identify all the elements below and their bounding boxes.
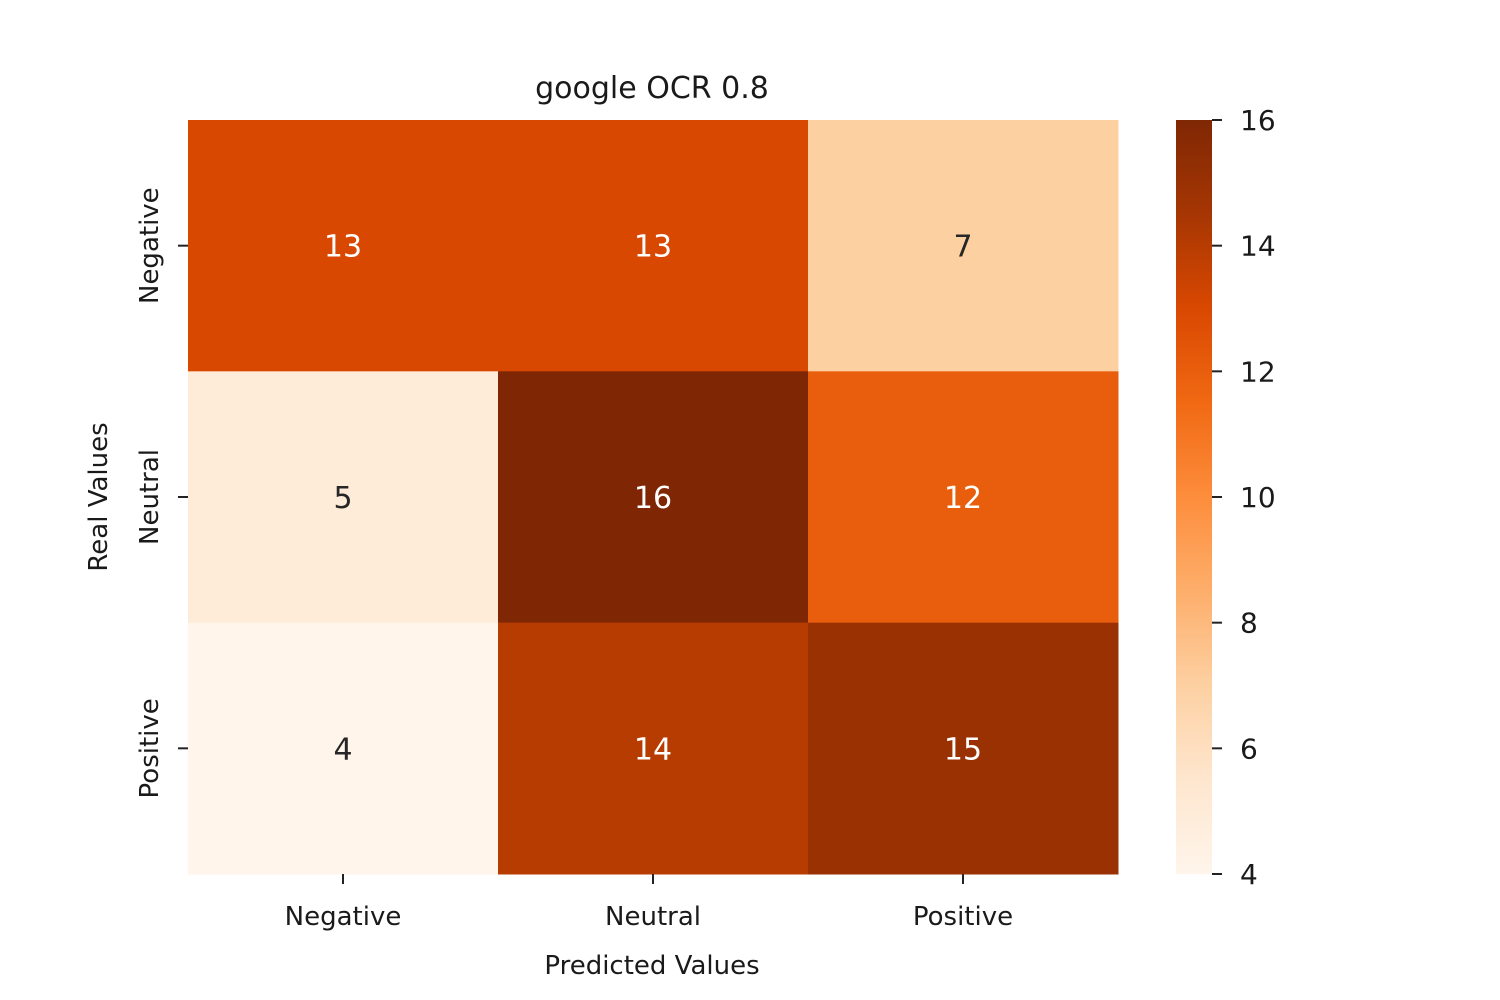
- heatmap-cell: [808, 371, 1119, 624]
- cell-value-label: 12: [944, 481, 982, 516]
- chart-title: google OCR 0.8: [535, 71, 769, 106]
- cell-value-label: 5: [333, 481, 352, 516]
- y-tick-label: Negative: [135, 187, 165, 304]
- colorbar: [1176, 120, 1212, 874]
- cell-value-label: 13: [634, 230, 672, 265]
- axis-ticks: Negative Neutral Positive Negative Neutral Po…: [135, 187, 1013, 932]
- heatmap-cell: [498, 120, 809, 372]
- colorbar-tick-label: 14: [1240, 230, 1276, 263]
- heatmap-cell: [188, 371, 499, 624]
- cell-value-label: 15: [944, 732, 982, 767]
- colorbar-tick-label: 8: [1240, 607, 1258, 640]
- y-tick-label: Neutral: [135, 449, 165, 545]
- colorbar-tick-label: 10: [1240, 481, 1276, 514]
- colorbar-tick-label: 16: [1240, 104, 1276, 137]
- heatmap-cells: 13 13 7 5 16 12 4 14 15: [188, 120, 1119, 875]
- y-axis-label: Real Values: [84, 422, 114, 571]
- heatmap-cell: [808, 622, 1119, 875]
- cell-value-label: 4: [333, 732, 352, 767]
- colorbar-tick-label: 6: [1240, 732, 1258, 765]
- heatmap-cell: [498, 371, 809, 624]
- colorbar-tick-label: 4: [1240, 858, 1258, 891]
- heatmap-cell: [808, 120, 1119, 372]
- heatmap-cell: [188, 120, 499, 372]
- x-axis-label: Predicted Values: [544, 951, 759, 981]
- colorbar-tick-label: 12: [1240, 355, 1276, 388]
- colorbar-ticks: 4 6 8 10 12 14 16: [1212, 104, 1276, 891]
- cell-value-label: 14: [634, 732, 672, 767]
- cell-value-label: 13: [324, 230, 362, 265]
- x-tick-label: Positive: [913, 902, 1013, 932]
- x-tick-label: Negative: [285, 902, 402, 932]
- heatmap-cell: [498, 622, 809, 875]
- y-tick-label: Positive: [135, 698, 165, 798]
- cell-value-label: 16: [634, 481, 672, 516]
- heatmap-cell: [188, 622, 499, 875]
- cell-value-label: 7: [953, 230, 972, 265]
- x-tick-label: Neutral: [605, 902, 701, 932]
